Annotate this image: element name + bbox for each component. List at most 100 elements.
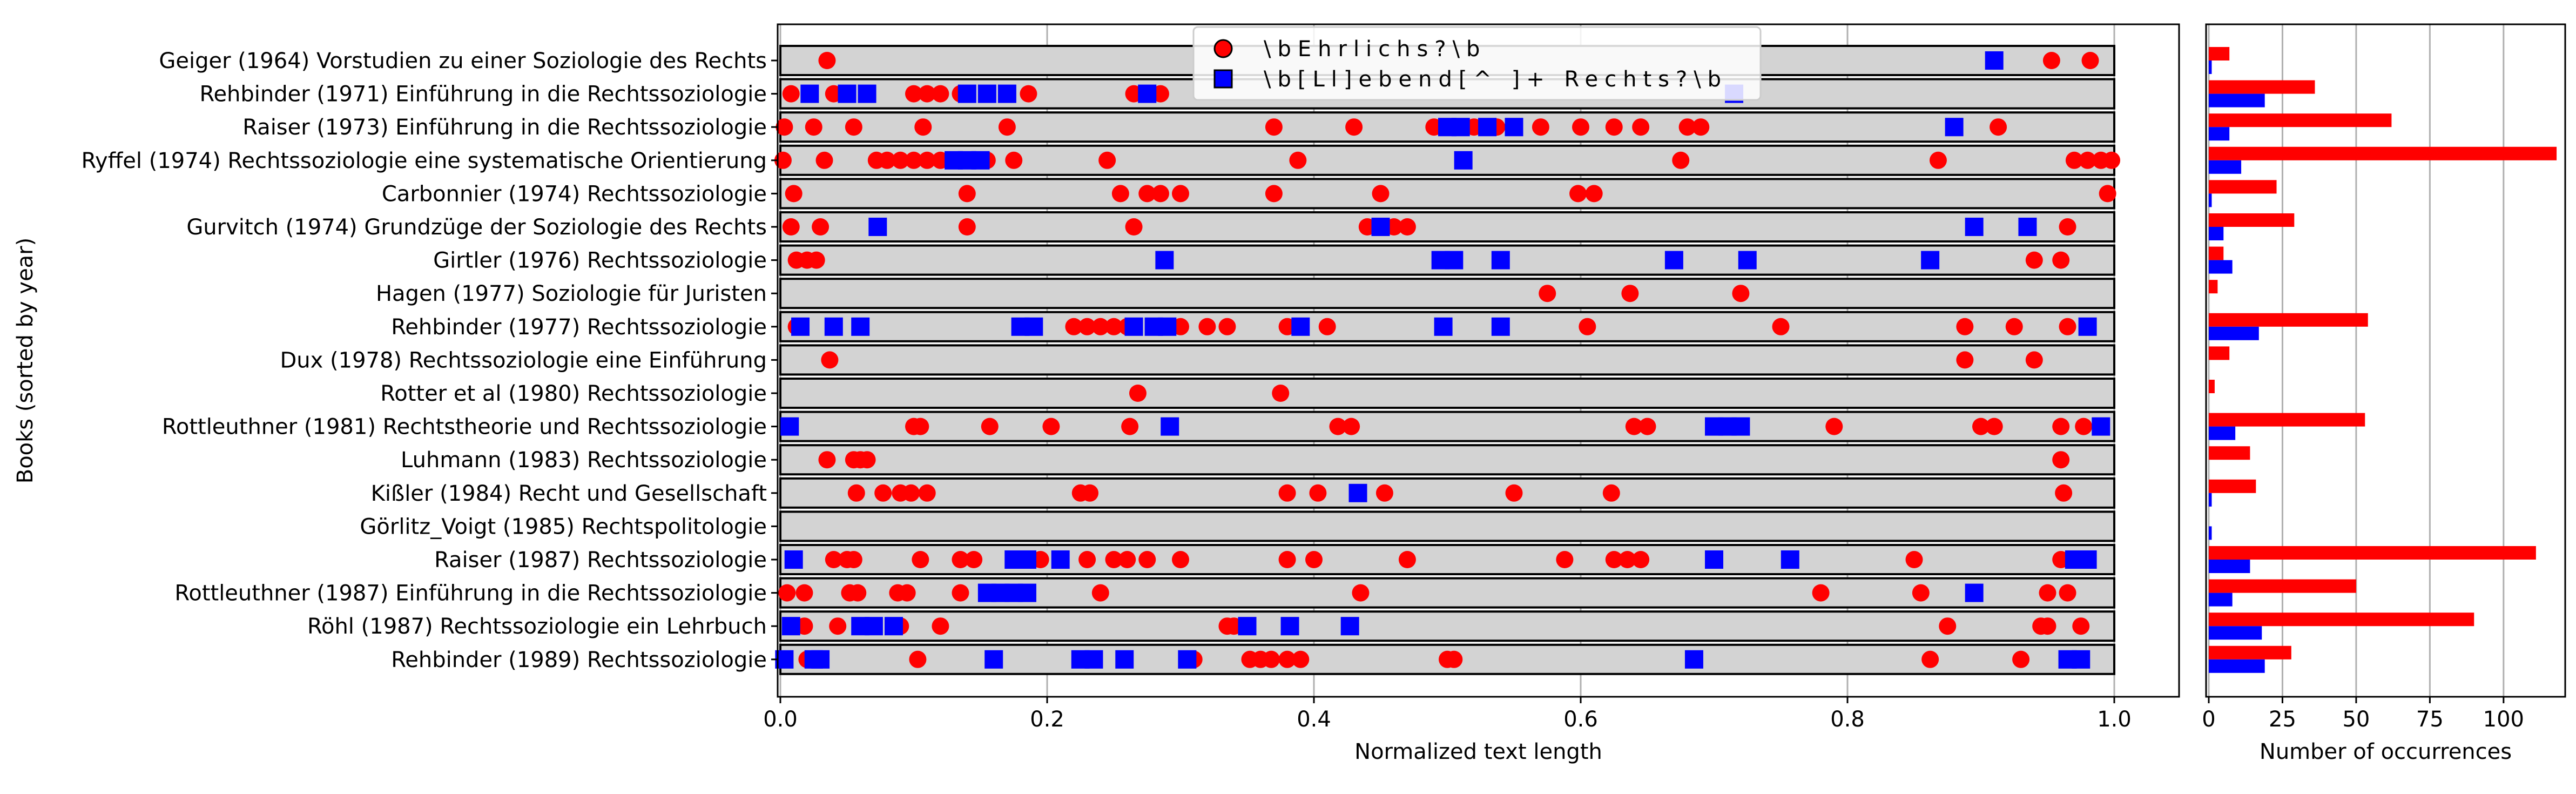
lebend-count-bar [2209, 93, 2265, 107]
lebend-marker [2072, 650, 2091, 669]
lebend-marker [2078, 550, 2097, 569]
ehrlich-marker [1278, 484, 1296, 502]
book-band [779, 444, 2115, 476]
ehrlich-marker [829, 617, 847, 635]
ehrlich-marker [952, 584, 969, 602]
lebend-count-bar [2209, 426, 2236, 440]
lebend-marker [2018, 218, 2037, 236]
x-tick-label: 0.2 [1030, 707, 1064, 732]
lebend-count-bar [2209, 127, 2230, 141]
lebend-marker [1684, 650, 1703, 669]
ehrlich-marker [1569, 185, 1587, 203]
x-axis-title: Normalized text length [1354, 739, 1602, 764]
book-label: Rehbinder (1989) Rechtssoziologie [391, 648, 767, 672]
ehrlich-marker [1638, 418, 1656, 435]
ehrlich-marker [1539, 285, 1556, 302]
ehrlich-count-bar [2209, 413, 2365, 427]
ehrlich-marker [2052, 418, 2070, 435]
book-label: Rottleuthner (1981) Rechtstheorie und Re… [162, 415, 767, 440]
ehrlich-marker [1172, 185, 1189, 203]
ehrlich-marker [898, 584, 916, 602]
ehrlich-marker [1172, 551, 1189, 568]
x-tick-label: 0.4 [1297, 707, 1331, 732]
ehrlich-marker [1375, 484, 1393, 502]
lebend-marker [1024, 317, 1043, 336]
x-tick-label: 0.8 [1830, 707, 1865, 732]
ehrlich-marker [1278, 551, 1296, 568]
ehrlich-marker [1318, 318, 1336, 335]
lebend-count-bar [2209, 193, 2212, 207]
book-label: Carbonnier (1974) Rechtssoziologie [382, 181, 767, 206]
ehrlich-marker [2075, 418, 2093, 435]
ehrlich-marker [849, 584, 867, 602]
lebend-marker [1705, 550, 1723, 569]
book-label: Kißler (1984) Recht und Gesellschaft [371, 481, 767, 506]
book-label: Dux (1978) Rechtssoziologie eine Einführ… [280, 348, 767, 373]
ehrlich-marker [1572, 118, 1589, 136]
ehrlich-marker [1990, 118, 2007, 136]
legend-label-ehrlich: \bEhrlichs?\b [1264, 37, 1486, 62]
ehrlich-marker [965, 551, 983, 568]
side-axes-frame [2205, 23, 2566, 698]
lebend-marker [1985, 51, 2004, 70]
book-band [779, 211, 2115, 243]
ehrlich-marker [1905, 551, 1923, 568]
ehrlich-marker [774, 151, 792, 169]
ehrlich-marker [1138, 551, 1156, 568]
ehrlich-count-bar [2209, 280, 2218, 294]
lebend-count-bar [2209, 526, 2212, 540]
lebend-marker [984, 650, 1003, 669]
ehrlich-marker [1218, 318, 1236, 335]
lebend-marker [1434, 317, 1453, 336]
ehrlich-count-bar [2209, 47, 2230, 60]
x-tick-label: 1.0 [2097, 707, 2132, 732]
book-label: Geiger (1964) Vorstudien zu einer Soziol… [159, 49, 767, 73]
lebend-marker [1017, 583, 1036, 602]
lebend-marker [838, 84, 857, 103]
lebend-marker [1158, 317, 1177, 336]
ehrlich-marker [1292, 650, 1310, 668]
ehrlich-marker [2079, 151, 2096, 169]
ehrlich-count-bar [2209, 80, 2315, 94]
ehrlich-marker [958, 218, 976, 235]
x-tick-label: 0.6 [1563, 707, 1598, 732]
ehrlich-marker [932, 617, 949, 635]
ehrlich-marker [874, 484, 892, 502]
lebend-marker [791, 317, 810, 336]
ehrlich-marker [782, 85, 800, 103]
ehrlich-marker [845, 118, 862, 136]
lebend-marker [868, 218, 887, 236]
lebend-marker [1451, 118, 1470, 137]
ehrlich-marker [785, 185, 803, 203]
lebend-marker [851, 317, 870, 336]
ehrlich-marker [1912, 584, 1930, 602]
ehrlich-marker [1020, 85, 1037, 103]
ehrlich-marker [1678, 118, 1696, 136]
ehrlich-marker [1098, 151, 1116, 169]
ehrlich-marker [778, 584, 796, 602]
x-tick-label: 0 [2202, 707, 2215, 732]
y-axis-title: Books (sorted by year) [13, 238, 38, 484]
ehrlich-count-bar [2209, 246, 2224, 260]
lebend-marker [1445, 251, 1464, 270]
ehrlich-marker [1825, 418, 1843, 435]
ehrlich-marker [1956, 351, 1974, 369]
lebend-marker [977, 84, 996, 103]
legend-box [1192, 26, 1762, 101]
lebend-count-bar [2209, 659, 2265, 673]
ehrlich-marker [912, 551, 929, 568]
lebend-marker [1161, 417, 1179, 436]
ehrlich-marker [1556, 551, 1574, 568]
ehrlich-marker [858, 451, 876, 469]
count-bars [2209, 47, 2557, 673]
ehrlich-marker [2103, 151, 2121, 169]
book-label: Rehbinder (1971) Einführung in die Recht… [199, 82, 767, 107]
ehrlich-marker [805, 118, 822, 136]
ehrlich-marker [1921, 650, 1939, 668]
axes: Geiger (1964) Vorstudien zu einer Soziol… [13, 23, 2566, 764]
ehrlich-marker [2042, 52, 2060, 69]
x-tick-label: 100 [2483, 707, 2524, 732]
ehrlich-marker [1579, 318, 1596, 335]
ehrlich-marker [905, 151, 922, 169]
ehrlich-marker [1265, 185, 1283, 203]
